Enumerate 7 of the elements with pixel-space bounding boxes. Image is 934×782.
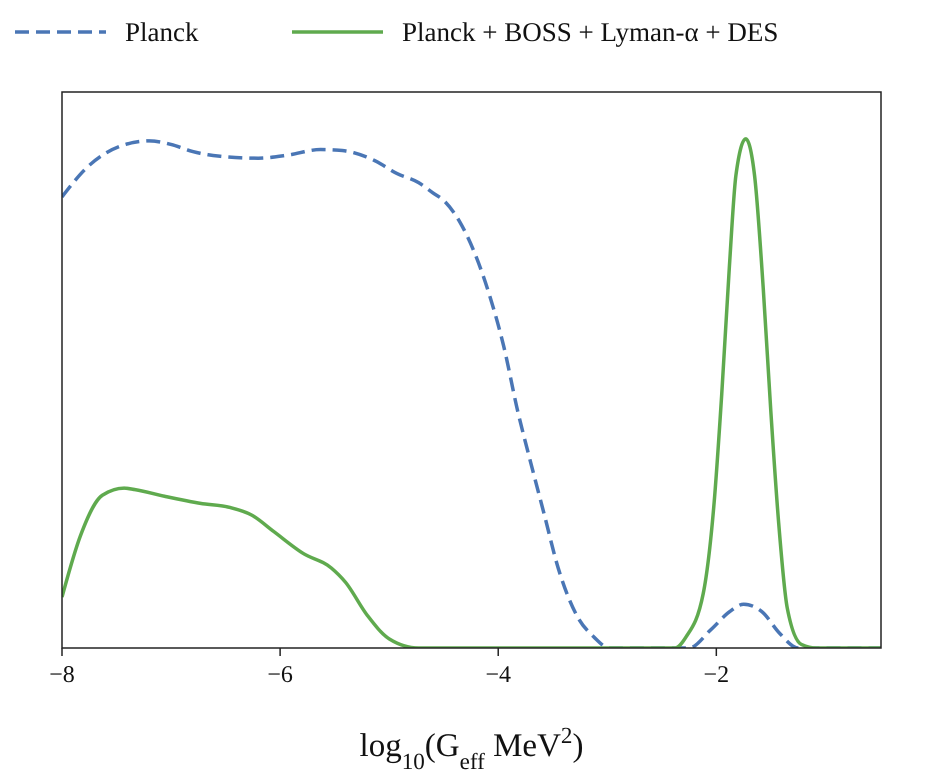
x-axis-title: log$_{10}$(G$_{eff}$ MeV$^{2}$) <box>360 722 584 774</box>
legend-label: Planck <box>125 17 199 47</box>
x-tick-label: −2 <box>704 662 730 688</box>
x-tick-label: −4 <box>485 662 511 688</box>
x-tick-label: −8 <box>49 662 75 688</box>
legend-label: Planck + BOSS + Lyman-α + DES <box>402 17 778 47</box>
x-tick-label: −6 <box>267 662 293 688</box>
